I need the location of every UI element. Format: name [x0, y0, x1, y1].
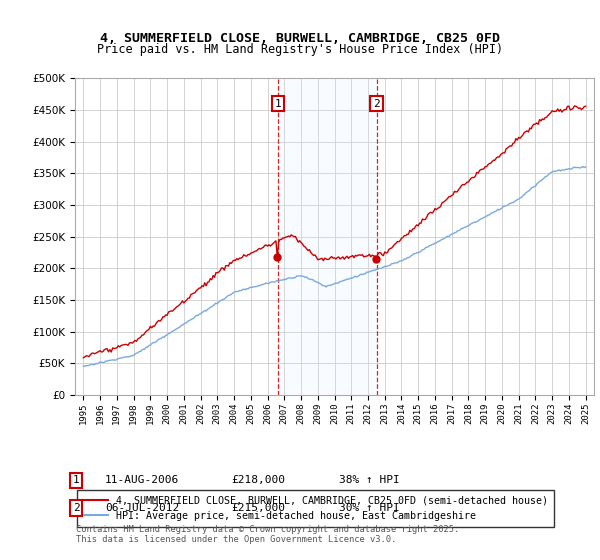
Text: 2: 2: [373, 99, 380, 109]
Text: 2: 2: [73, 503, 80, 513]
Legend: 4, SUMMERFIELD CLOSE, BURWELL, CAMBRIDGE, CB25 0FD (semi-detached house), HPI: A: 4, SUMMERFIELD CLOSE, BURWELL, CAMBRIDGE…: [77, 490, 554, 527]
Text: Contains HM Land Registry data © Crown copyright and database right 2025.
This d: Contains HM Land Registry data © Crown c…: [76, 525, 460, 544]
Text: 4, SUMMERFIELD CLOSE, BURWELL, CAMBRIDGE, CB25 0FD: 4, SUMMERFIELD CLOSE, BURWELL, CAMBRIDGE…: [100, 31, 500, 45]
Text: 11-AUG-2006: 11-AUG-2006: [105, 475, 179, 486]
Text: 1: 1: [73, 475, 80, 486]
Text: 06-JUL-2012: 06-JUL-2012: [105, 503, 179, 513]
Text: £218,000: £218,000: [231, 475, 285, 486]
Text: 1: 1: [274, 99, 281, 109]
Text: £215,000: £215,000: [231, 503, 285, 513]
Bar: [278, 78, 377, 395]
Text: Price paid vs. HM Land Registry's House Price Index (HPI): Price paid vs. HM Land Registry's House …: [97, 43, 503, 56]
Text: 38% ↑ HPI: 38% ↑ HPI: [339, 475, 400, 486]
Text: 30% ↑ HPI: 30% ↑ HPI: [339, 503, 400, 513]
